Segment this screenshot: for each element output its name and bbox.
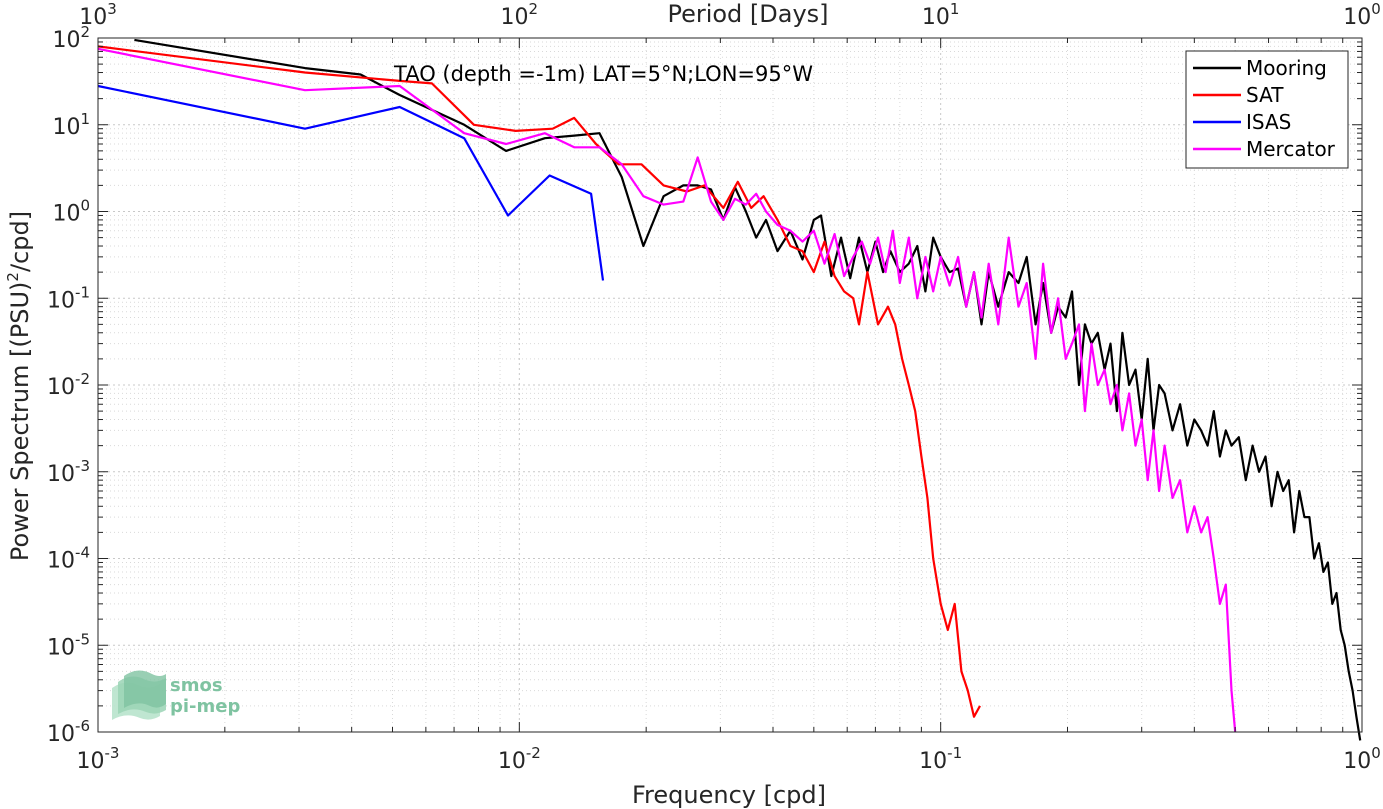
y-tick-label-exponent: -1 (75, 283, 90, 301)
y-tick-label: 102 (52, 23, 90, 53)
series-line-sat (97, 45, 981, 718)
top-x-tick-label-base: 10 (501, 5, 529, 30)
y-tick-label-exponent: 1 (80, 110, 90, 128)
y-tick-label-base: 10 (47, 635, 75, 660)
series-line-mercator (97, 47, 1237, 733)
legend-label-mercator: Mercator (1246, 137, 1336, 161)
y-tick-label: 100 (52, 197, 90, 227)
x-tick-label-base: 10 (919, 749, 947, 774)
legend-label-sat: SAT (1246, 83, 1284, 107)
x-tick-label: 10-1 (919, 744, 962, 774)
x-tick-label-base: 10 (1343, 749, 1371, 774)
series-lines (97, 38, 1362, 741)
x-tick-label: 100 (1343, 744, 1381, 774)
legend-label-isas: ISAS (1246, 110, 1291, 134)
x-axis-title: Frequency [cpd] (632, 781, 826, 809)
y-tick-label-base: 10 (47, 288, 75, 313)
y-tick-label: 10-2 (47, 370, 90, 400)
y-tick-label-base: 10 (47, 375, 75, 400)
x-tick-label-exponent: -1 (947, 744, 962, 762)
logo-text-pimep: pi-mep (170, 696, 240, 717)
x-tick-label-base: 10 (77, 749, 105, 774)
top-x-tick-label-exponent: 0 (1371, 0, 1381, 18)
y-tick-label-base: 10 (47, 549, 75, 574)
y-tick-label-base: 10 (47, 462, 75, 487)
logo-mark-icon (112, 670, 166, 720)
logo-text-smos: smos (170, 675, 223, 696)
top-x-tick-label: 100 (1343, 0, 1381, 30)
top-x-tick-label: 103 (79, 0, 117, 30)
y-tick-label-base: 10 (52, 115, 80, 140)
y-tick-label: 10-6 (47, 717, 90, 747)
legend: Mooring SAT ISAS Mercator (1185, 50, 1349, 169)
x-tick-label: 10-2 (498, 744, 541, 774)
x-tick-label-exponent: 0 (1371, 744, 1381, 762)
plot-title: TAO (depth =-1m) LAT=5°N;LON=95°W (393, 62, 813, 86)
y-axis-title: Power Spectrum [(PSU)2/cpd] (4, 211, 34, 561)
y-tick-label: 10-1 (47, 283, 90, 313)
y-tick-label: 101 (52, 110, 90, 140)
y-tick-label-exponent: -4 (75, 544, 90, 562)
series-line-isas (97, 84, 605, 281)
top-x-tick-label-exponent: 1 (950, 0, 960, 18)
top-x-tick-label-exponent: 2 (529, 0, 539, 18)
y-tick-label-exponent: -3 (75, 457, 90, 475)
x-tick-label-base: 10 (498, 749, 526, 774)
top-x-tick-label-base: 10 (922, 5, 950, 30)
y-tick-label-base: 10 (52, 28, 80, 53)
grid-lines (97, 37, 1363, 733)
top-x-tick-label-exponent: 3 (107, 0, 117, 18)
top-x-tick-label: 101 (922, 0, 960, 30)
y-axis-title-main: Power Spectrum [(PSU) (6, 282, 34, 561)
smos-pimep-logo: smos pi-mep (112, 670, 240, 720)
top-axis-title: Period [Days] (667, 0, 828, 28)
x-tick-label: 10-3 (77, 744, 120, 774)
y-tick-label-base: 10 (47, 722, 75, 747)
y-tick-label: 10-3 (47, 457, 90, 487)
top-x-tick-label-base: 10 (79, 5, 107, 30)
y-tick-label-exponent: -5 (75, 630, 90, 648)
y-tick-label-base: 10 (52, 202, 80, 227)
x-tick-label-exponent: -2 (526, 744, 541, 762)
y-tick-label-exponent: -2 (75, 370, 90, 388)
top-x-tick-label-base: 10 (1343, 5, 1371, 30)
x-tick-label-exponent: -3 (105, 744, 120, 762)
y-axis-title-exponent: 2 (4, 272, 22, 282)
y-axis-title-unit: /cpd] (6, 211, 34, 272)
y-tick-label-exponent: 0 (80, 197, 90, 215)
y-tick-label: 10-5 (47, 630, 90, 660)
top-x-tick-label: 102 (501, 0, 539, 30)
y-tick-label-exponent: 2 (80, 23, 90, 41)
series-line-mooring (134, 38, 1362, 741)
legend-label-mooring: Mooring (1246, 56, 1327, 80)
y-tick-label: 10-4 (47, 544, 90, 574)
y-tick-label-exponent: -6 (75, 717, 90, 735)
